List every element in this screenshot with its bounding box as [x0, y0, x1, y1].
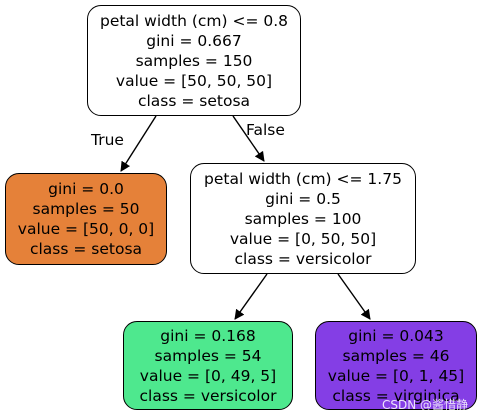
edge-label-false: False	[246, 121, 285, 139]
edge-label-true: True	[91, 131, 124, 149]
tree-node-root: petal width (cm) <= 0.8 gini = 0.667 sampl…	[87, 5, 301, 116]
node-text-line: value = [0, 50, 50]	[229, 229, 377, 248]
node-text-line: value = [0, 1, 45]	[327, 366, 465, 385]
edge-root-to-left	[120, 115, 157, 172]
node-text-line: gini = 0.667	[146, 31, 242, 50]
node-text-line: value = [50, 50, 50]	[115, 71, 273, 90]
edge-right-to-rl	[234, 273, 268, 320]
node-text-line: value = [50, 0, 0]	[17, 220, 155, 238]
tree-node-split-petal-width: petal width (cm) <= 1.75 gini = 0.5 sample…	[190, 163, 416, 274]
tree-node-setosa-leaf: gini = 0.0 samples = 50 value = [50, 0, 0]…	[5, 173, 167, 265]
node-text-line: class = versicolor	[234, 249, 372, 268]
node-text-line: petal width (cm) <= 1.75	[204, 169, 402, 188]
node-text-line: class = versicolor	[139, 386, 277, 405]
node-text-line: gini = 0.5	[265, 189, 341, 208]
node-text-line: gini = 0.043	[348, 326, 444, 345]
node-text-line: samples = 100	[244, 209, 362, 228]
edge-root-to-right	[232, 115, 265, 162]
tree-node-virginica-leaf: gini = 0.043 samples = 46 value = [0, 1, 4…	[315, 321, 477, 410]
node-text-line: gini = 0.0	[48, 180, 124, 198]
node-text-line: class = virginica	[332, 386, 460, 405]
node-text-line: samples = 50	[32, 200, 140, 218]
node-text-line: samples = 54	[154, 346, 262, 365]
tree-node-versicolor-leaf: gini = 0.168 samples = 54 value = [0, 49, …	[123, 321, 293, 410]
node-text-line: class = setosa	[137, 91, 251, 110]
node-text-line: samples = 150	[135, 51, 253, 70]
node-text-line: samples = 46	[342, 346, 450, 365]
node-text-line: value = [0, 49, 5]	[139, 366, 277, 385]
node-text-line: petal width (cm) <= 0.8	[99, 11, 289, 30]
node-text-line: gini = 0.168	[160, 326, 256, 345]
csdn-watermark: CSDN @酱惜静	[381, 398, 468, 412]
node-text-line: class = setosa	[29, 240, 143, 258]
edge-right-to-rr	[337, 273, 371, 320]
